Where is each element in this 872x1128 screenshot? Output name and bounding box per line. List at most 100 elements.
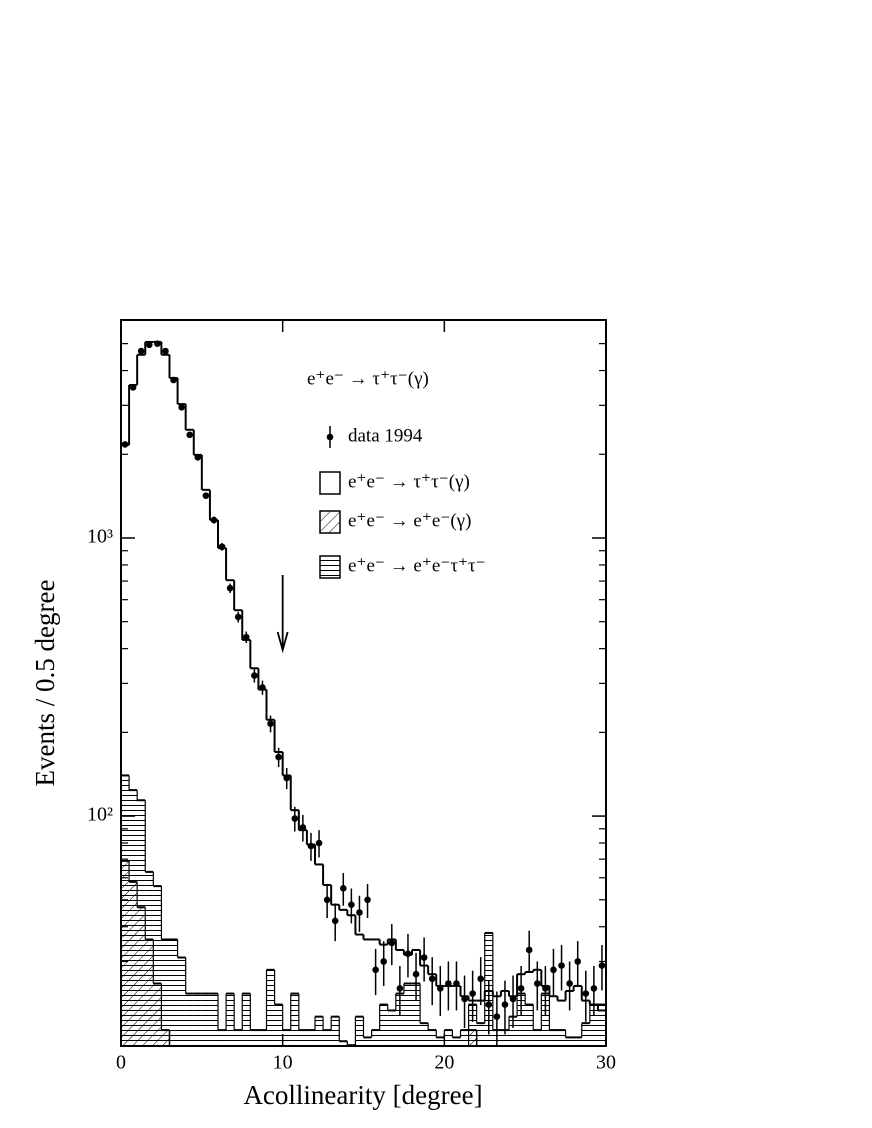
histogram-bin [282,1030,291,1046]
histogram-bin [153,886,162,1046]
data-point [525,946,533,954]
data-point [493,1013,501,1020]
histogram-bin [597,1004,606,1046]
histogram-bin [145,871,154,1046]
histogram-bin [387,1010,396,1046]
histogram-bin [234,1030,243,1046]
data-point [315,839,323,847]
legend-label: e⁺e⁻ → τ⁺τ⁻(γ) [348,471,470,492]
data-point [396,985,404,992]
data-point [461,995,468,1003]
data-point [412,970,420,978]
data-point [242,633,250,641]
histogram-bin [468,1004,477,1046]
data-point [291,815,299,822]
data-point [226,584,234,592]
histogram-bin [250,1030,259,1046]
histogram-bin [137,800,146,1046]
histogram-bin [193,993,202,1046]
histogram-bin [428,1030,437,1046]
data-point [509,995,517,1003]
histogram-bin [557,1030,566,1046]
histogram-bin [565,1037,574,1046]
legend-label: e⁺e⁻ → e⁺e⁻τ⁺τ⁻ [348,555,486,576]
data-point [137,347,145,355]
histogram-bin [209,993,218,1046]
data-point [566,980,573,987]
histogram-bin [436,1037,445,1046]
x-tick-label: 30 [596,1052,616,1074]
data-point [331,917,339,925]
y-tick-label: 10² [87,804,113,826]
data-point [469,990,476,997]
data-point [129,384,137,391]
legend-label: e⁺e⁻ → e⁺e⁻(γ) [348,510,471,531]
legend-marker [319,471,341,495]
data-point [210,516,218,524]
histogram-bin [169,939,178,1046]
histogram-bin [177,957,186,1046]
data-point [162,347,169,355]
histogram-bin [500,1030,509,1046]
data-point [445,980,452,987]
x-tick-label: 20 [434,1052,454,1074]
data-point [348,901,355,909]
data-point [598,962,606,969]
data-point [170,376,177,384]
data-point [145,341,153,349]
data-point [533,980,541,987]
histogram-bin [339,1041,348,1046]
data-point [267,720,274,727]
histogram-bin [315,1016,324,1046]
histogram-bin [218,1030,227,1046]
histogram-bin [161,939,170,1046]
histogram-bin [403,983,412,1046]
data-point [404,950,412,957]
histogram-bin [258,1030,267,1046]
data-point [550,966,557,974]
histogram-bin [242,993,251,1046]
histogram-bin [185,993,194,1046]
data-point [259,684,266,691]
data-point [299,824,307,831]
histogram-bin [420,1023,429,1046]
data-point [218,543,226,551]
data-point [420,954,428,961]
data-point [339,884,347,892]
histogram-bin [274,1004,283,1046]
data-point [275,753,282,761]
data-point [380,958,388,965]
data-point [186,431,194,439]
data-point [283,774,291,782]
histogram-bin [290,993,299,1046]
data-point [574,958,582,965]
histogram-bin [517,993,526,1046]
data-point [194,454,202,461]
histogram-bin [573,1037,582,1046]
histogram-bin [525,1004,534,1046]
data-point [154,340,161,347]
data-point [251,672,258,679]
y-axis-label: Events / 0.5 degree [30,580,60,787]
histogram-bin [323,1030,332,1046]
histogram-bin [395,993,404,1046]
histogram-bin [226,993,235,1046]
histogram-bin [266,969,275,1046]
histogram-bin [379,1004,388,1046]
histogram-bin [331,1016,340,1046]
data-point [121,441,129,448]
data-point [453,980,460,987]
data-point [501,1001,509,1008]
data-point [485,1001,493,1008]
data-point [307,842,315,850]
histogram-bin [533,1030,542,1046]
histogram-bin [452,1037,461,1046]
histogram-bin [541,993,550,1046]
chart-title: e⁺e⁻ → τ⁺τ⁻(γ) [307,368,429,389]
data-point [436,985,444,992]
legend-marker [319,510,341,534]
data-point [388,939,396,947]
data-point [428,975,436,983]
histogram-bin [371,1030,380,1046]
